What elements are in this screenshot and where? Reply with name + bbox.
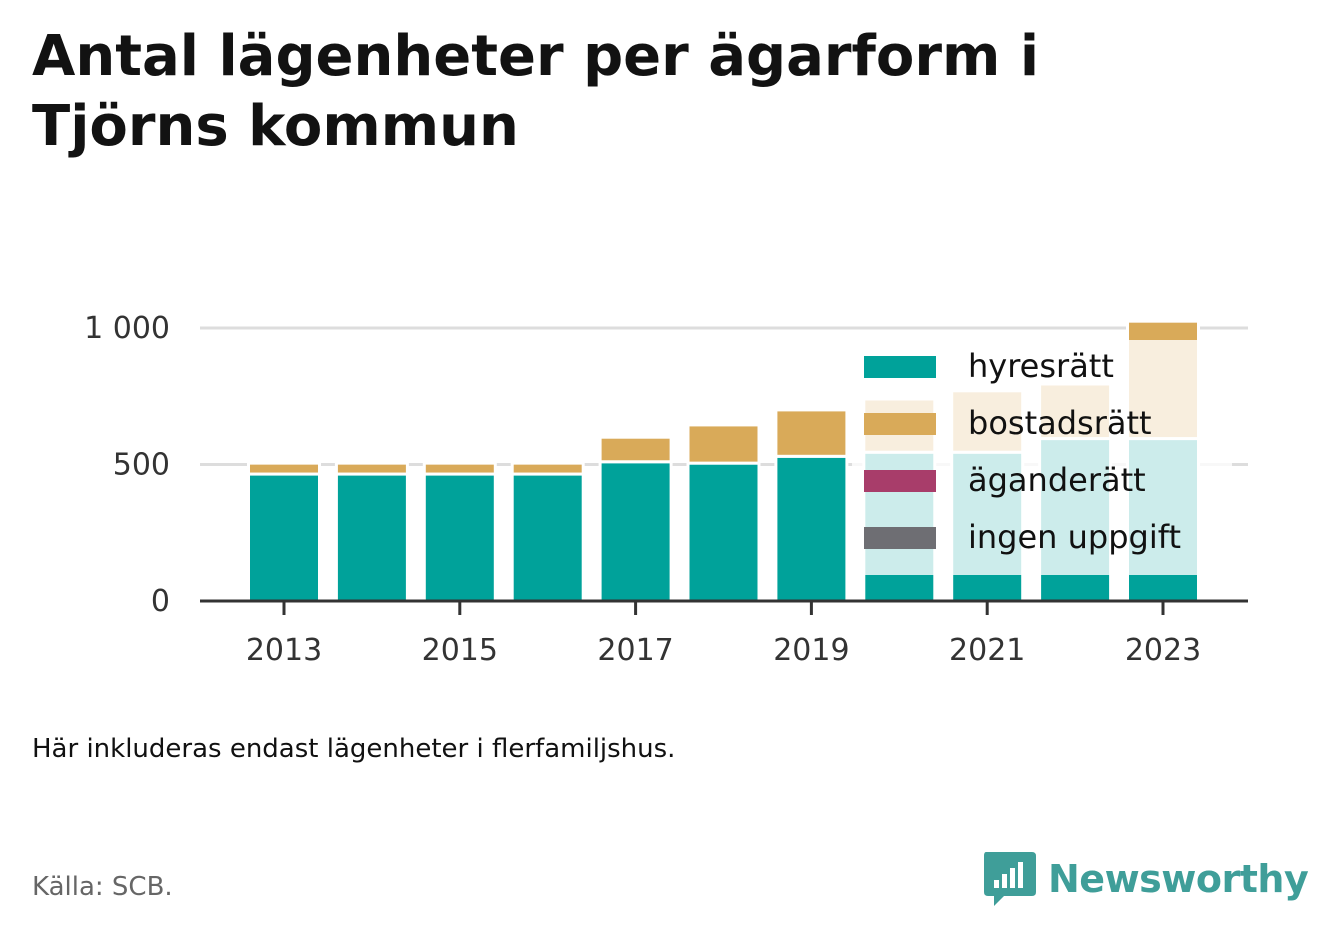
bar-segment (247, 472, 321, 603)
legend-swatch (864, 527, 936, 549)
x-tick-label: 2021 (949, 633, 1025, 668)
legend-label: hyresrätt (968, 347, 1114, 385)
bar-segment (422, 461, 497, 476)
legend-label: ingen uppgift (968, 518, 1181, 556)
bar-segment (686, 461, 761, 603)
legend-swatch (864, 413, 936, 435)
bar-segment (510, 472, 585, 603)
bar-segment (598, 435, 673, 464)
newsworthy-logo: Newsworthy (982, 850, 1309, 908)
bar-segment (510, 461, 585, 476)
bar-segment (247, 461, 321, 476)
x-tick-label: 2019 (773, 633, 849, 668)
axes: 0 500 1 000 2013 2015 2017 2019 2021 2023 (84, 311, 1248, 668)
y-tick-label: 500 (113, 448, 170, 483)
source-label: Källa: SCB. (32, 872, 173, 902)
bar-segment (774, 408, 849, 458)
y-tick-label: 1 000 (84, 311, 170, 346)
legend-label: äganderätt (968, 461, 1146, 499)
x-tick-label: 2015 (422, 633, 498, 668)
brand-name: Newsworthy (1048, 857, 1309, 901)
bar-segment (334, 461, 409, 476)
legend: hyresrätt bostadsrätt äganderätt ingen uppg… (852, 340, 1232, 575)
bar-segment (686, 423, 761, 465)
chart-title: Antal lägenheter per ägarform i Tjörns k… (32, 24, 1040, 159)
bar-segment (422, 472, 497, 603)
x-tick-label: 2023 (1125, 633, 1201, 668)
newsworthy-logo-icon (984, 852, 1036, 906)
x-tick-label: 2013 (246, 633, 322, 668)
legend-swatch (864, 470, 936, 492)
bar-segment (334, 472, 409, 603)
x-tick-label: 2017 (597, 633, 673, 668)
bar-segment (774, 454, 849, 603)
y-tick-label: 0 (151, 584, 170, 619)
legend-swatch (864, 356, 936, 378)
legend-label: bostadsrätt (968, 404, 1152, 442)
chart-note: Här inkluderas endast lägenheter i flerf… (32, 734, 676, 764)
bar-segment (598, 460, 673, 603)
